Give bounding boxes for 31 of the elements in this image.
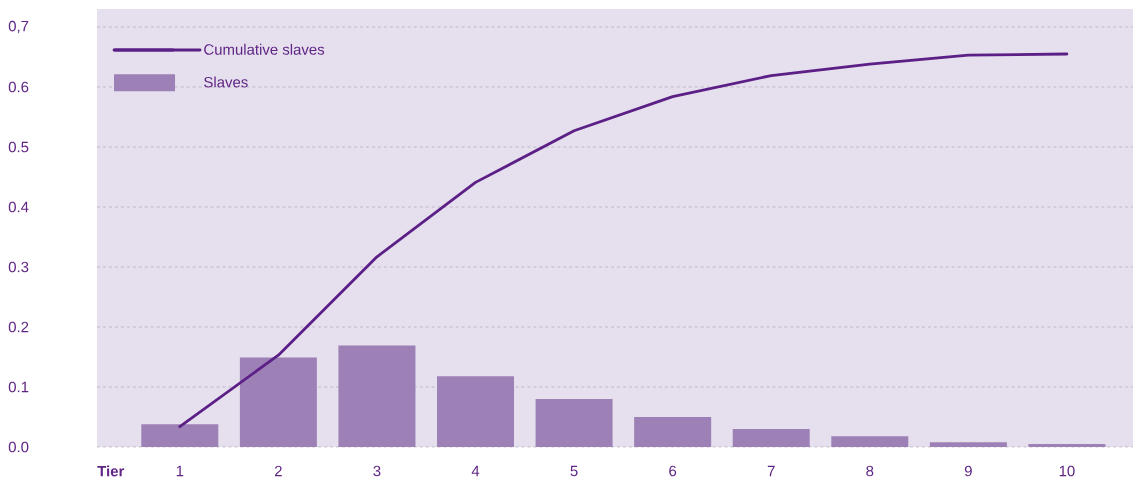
y-tick-label: 0.5 [8,141,29,153]
legend-label: Slaves [204,76,248,88]
x-tick-label: 7 [767,465,775,477]
legend-label: Cumulative slaves [204,43,325,55]
y-tick-label: 0,7 [8,20,29,34]
bar [338,345,416,447]
x-tick-label: 2 [274,465,282,477]
x-tick-label: 4 [471,465,480,477]
bar [1028,443,1106,447]
x-tick-label: 1 [176,465,184,477]
y-tick-label: 0.1 [8,381,29,393]
bar [929,442,1007,447]
x-tick-label: 8 [866,465,874,477]
x-axis-title: Tier [97,465,125,477]
bar [239,357,317,447]
bar [831,436,909,447]
x-tick-label: 3 [373,465,381,477]
x-tick-label: 9 [964,465,972,477]
bar [634,416,712,447]
y-tick-label: 0.6 [8,81,29,93]
y-tick-label: 0.3 [8,261,29,273]
x-tick-label: 10 [1059,465,1075,477]
bar [535,398,613,447]
y-tick-label: 0.4 [8,201,29,213]
bar [141,424,219,447]
bar [732,428,810,447]
x-tick-label: 6 [669,465,677,477]
y-tick-label: 0.0 [8,441,29,453]
x-tick-label: 5 [570,465,578,477]
y-tick-label: 0.2 [8,321,29,333]
bar [437,376,515,447]
